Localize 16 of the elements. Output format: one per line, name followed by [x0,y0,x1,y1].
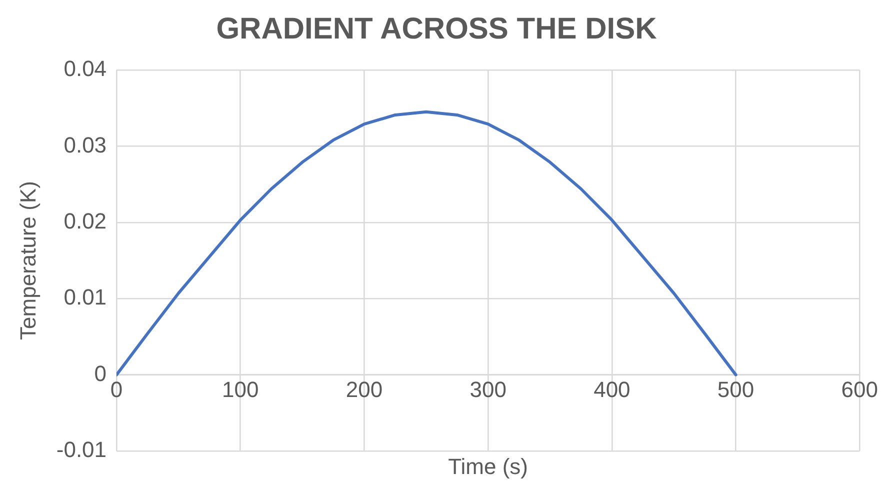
x-axis-title: Time (s) [448,454,528,480]
y-tick-label: 0 [94,360,107,386]
y-axis-title: Temperature (K) [15,181,40,340]
x-tick-label: 600 [841,377,878,402]
x-tick-label: 300 [470,377,506,402]
y-tick-label: 0.01 [64,284,107,310]
y-tick-label: 0.03 [64,132,107,158]
chart-title: GRADIENT ACROSS THE DISK [216,12,658,46]
x-tick-label: 500 [717,377,754,402]
x-tick-label: 200 [346,377,383,402]
x-tick-label: 100 [222,377,259,402]
y-tick-label: -0.01 [56,437,107,462]
y-tick-label: 0.02 [64,208,107,234]
x-tick-label: 400 [594,377,630,402]
y-tick-label: 0.04 [64,56,107,82]
x-tick-label: 0 [110,377,123,402]
